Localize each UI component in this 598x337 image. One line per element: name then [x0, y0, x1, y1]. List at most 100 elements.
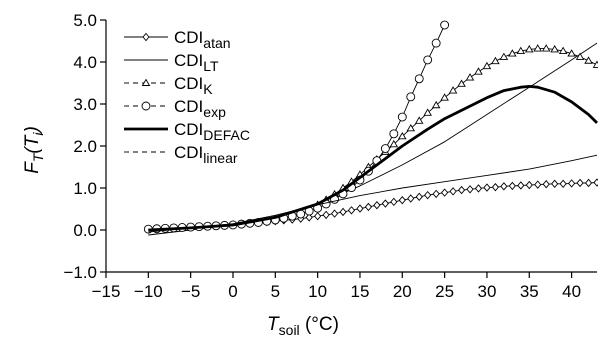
- data-point-cdi-atan: [466, 185, 474, 194]
- data-point-cdi-k: [550, 45, 559, 53]
- y-tick-label: 5.0: [73, 11, 97, 30]
- data-point-cdi-k: [524, 45, 534, 53]
- data-point-cdi-atan: [330, 209, 339, 218]
- data-point-cdi-k: [592, 60, 598, 68]
- y-axis-title-sub: T: [30, 152, 46, 162]
- series-cdi-defac: [148, 85, 598, 232]
- data-point-cdi-atan: [356, 204, 364, 213]
- x-tick-label: 20: [393, 282, 412, 301]
- x-tick-label: 15: [351, 282, 370, 301]
- data-point-cdi-k: [567, 49, 576, 57]
- y-tick-label: 4.0: [73, 53, 97, 72]
- legend-marker: [141, 78, 151, 86]
- legend-item-cdi-linear: CDIlinear: [124, 143, 238, 166]
- data-point-cdi-exp: [414, 74, 424, 84]
- data-point-cdi-k: [516, 46, 526, 55]
- data-point-cdi-k: [533, 44, 543, 52]
- plot-area: [143, 20, 598, 236]
- legend-label: CDIK: [174, 74, 213, 97]
- legend-item-cdi-k: CDIK: [124, 74, 213, 97]
- data-point-cdi-atan: [576, 178, 584, 188]
- data-point-cdi-exp: [431, 38, 441, 48]
- x-tick-label: −5: [181, 282, 200, 301]
- legend-label: CDIDEFAC: [174, 120, 250, 143]
- data-point-cdi-atan: [424, 190, 432, 200]
- x-tick-label: 25: [435, 282, 454, 301]
- x-tick-label: 35: [520, 282, 539, 301]
- y-axis-title-paren: (T: [22, 134, 43, 153]
- data-point-cdi-atan: [508, 181, 516, 191]
- y-axis-title-main: F: [22, 161, 43, 174]
- data-point-cdi-k: [457, 79, 466, 87]
- data-point-cdi-k: [398, 131, 407, 140]
- data-point-cdi-atan: [517, 181, 525, 190]
- data-point-cdi-atan: [415, 192, 423, 202]
- data-point-cdi-atan: [500, 182, 508, 191]
- x-axis-title-main: T: [267, 314, 280, 335]
- data-point-cdi-k: [423, 108, 432, 116]
- data-point-cdi-atan: [314, 211, 322, 221]
- data-point-cdi-atan: [449, 187, 457, 196]
- series-line-cdi-linear: [148, 154, 598, 233]
- legend-label: CDIexp: [174, 97, 226, 120]
- y-tick-label: 1.0: [73, 179, 97, 198]
- data-point-cdi-atan: [305, 213, 313, 222]
- data-point-cdi-atan: [390, 197, 398, 207]
- data-point-cdi-atan: [407, 194, 415, 203]
- data-point-cdi-atan: [525, 180, 533, 190]
- data-point-cdi-exp: [440, 20, 450, 30]
- data-point-cdi-exp: [397, 112, 407, 122]
- legend-marker: [142, 32, 150, 42]
- x-axis-title: Tsoil (°C): [267, 314, 339, 337]
- x-tick-label: 5: [271, 282, 280, 301]
- x-tick-label: 10: [308, 282, 327, 301]
- data-point-cdi-atan: [347, 206, 356, 215]
- x-ticks: −15 −10 −5 0 5 10 15 20 25 30 35 40: [92, 272, 581, 301]
- x-tick-label: −15: [92, 282, 121, 301]
- y-tick-label: −1.0: [63, 263, 97, 282]
- data-point-cdi-atan: [398, 195, 406, 205]
- y-axis-title-close: ): [22, 126, 43, 134]
- data-point-cdi-k: [508, 49, 517, 57]
- x-tick-label: 30: [477, 282, 496, 301]
- data-point-cdi-atan: [559, 179, 567, 188]
- y-tick-label: 0.0: [73, 221, 97, 240]
- x-tick-label: 0: [228, 282, 237, 301]
- series-cdi-linear: [148, 154, 598, 233]
- legend-label: CDILT: [174, 51, 219, 74]
- data-point-cdi-k: [474, 67, 483, 75]
- data-point-cdi-atan: [441, 188, 449, 197]
- legend-item-cdi-lt: CDILT: [124, 51, 219, 74]
- legend-item-cdi-atan: CDIatan: [124, 28, 231, 51]
- legend-item-cdi-defac: CDIDEFAC: [124, 120, 250, 143]
- series-line-cdi-defac: [148, 85, 598, 232]
- data-point-cdi-exp: [423, 55, 433, 65]
- data-point-cdi-atan: [542, 180, 550, 189]
- data-point-cdi-atan: [584, 178, 593, 188]
- data-point-cdi-k: [431, 100, 441, 109]
- y-axis-title: FT(Ti): [22, 126, 46, 174]
- data-point-cdi-k: [482, 61, 492, 70]
- y-tick-label: 2.0: [73, 137, 97, 156]
- x-axis-title-unit: (°C): [300, 314, 339, 335]
- data-point-cdi-k: [414, 116, 424, 124]
- data-point-cdi-k: [389, 139, 399, 148]
- data-point-cdi-k: [584, 56, 593, 64]
- data-point-cdi-atan: [457, 185, 466, 195]
- legend-item-cdi-exp: CDIexp: [124, 97, 226, 120]
- data-point-cdi-atan: [381, 199, 389, 208]
- data-point-cdi-atan: [364, 202, 373, 212]
- data-point-cdi-atan: [339, 207, 347, 217]
- data-point-cdi-exp: [389, 129, 399, 139]
- data-point-cdi-atan: [568, 179, 576, 188]
- data-point-cdi-k: [558, 46, 568, 55]
- data-point-cdi-atan: [551, 179, 559, 188]
- x-axis-title-sub: soil: [279, 322, 300, 337]
- data-point-cdi-exp: [406, 92, 416, 102]
- data-point-cdi-exp: [380, 144, 390, 153]
- data-point-cdi-atan: [432, 189, 440, 199]
- data-point-cdi-k: [499, 52, 509, 60]
- legend-label: CDIlinear: [174, 143, 238, 166]
